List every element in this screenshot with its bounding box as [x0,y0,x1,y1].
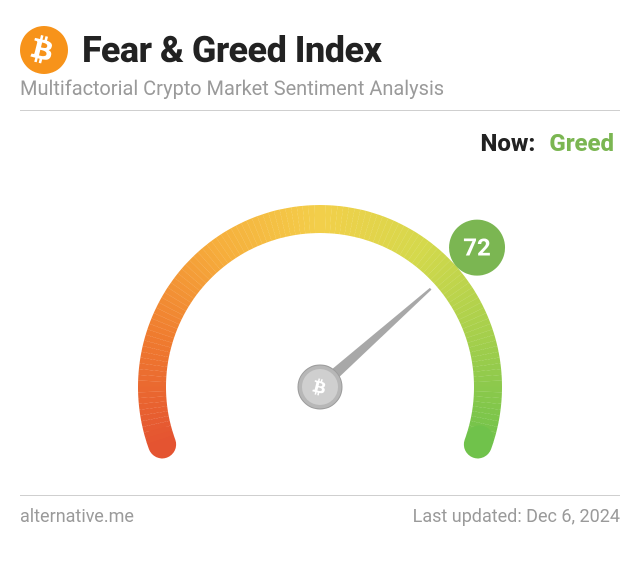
sentiment-value: Greed [549,129,614,157]
header-divider [20,110,620,111]
footer-divider [20,495,620,496]
gauge-chart: 72 [20,167,620,477]
subtitle: Multifactorial Crypto Market Sentiment A… [20,76,620,100]
last-updated: Last updated: Dec 6, 2024 [413,506,620,527]
current-sentiment-row: Now: Greed [20,129,620,157]
svg-text:72: 72 [463,234,491,262]
source-label: alternative.me [20,506,134,527]
footer: alternative.me Last updated: Dec 6, 2024 [20,506,620,527]
header: Fear & Greed Index [20,26,620,74]
now-label: Now: [480,129,535,157]
bitcoin-icon [20,26,68,74]
page-title: Fear & Greed Index [82,29,381,71]
